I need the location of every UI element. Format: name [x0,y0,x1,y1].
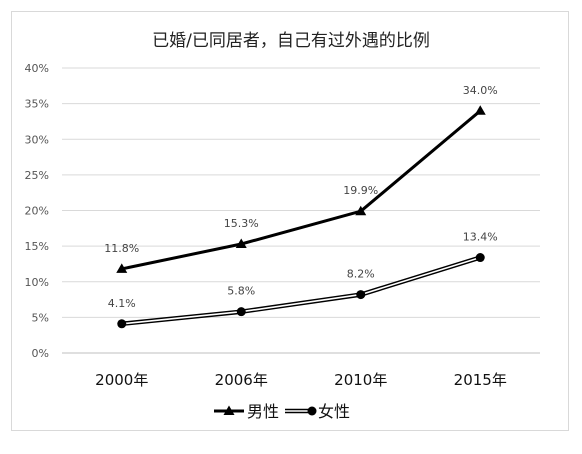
data-point-circle [236,307,246,317]
legend-item-female: 女性 [285,402,350,421]
data-label: 15.3% [224,217,259,230]
chart-frame [11,11,569,431]
y-tick-label: 35% [25,98,49,111]
y-tick-label: 30% [25,133,49,146]
series-line-inner [121,256,481,325]
y-tick-label: 0% [32,347,49,360]
series-female [117,253,485,329]
y-tick-label: 10% [25,276,49,289]
data-point-circle [475,253,485,263]
y-tick-label: 25% [25,169,49,182]
x-tick-label: 2010年 [334,371,387,389]
data-point-triangle [116,263,128,273]
data-label: 19.9% [343,184,378,197]
legend-label-male: 男性 [247,402,279,421]
legend: 男性 女性 [214,402,350,421]
data-label: 34.0% [463,84,498,97]
data-label: 8.2% [347,268,375,281]
legend-label-female: 女性 [318,402,350,421]
data-point-triangle [235,238,247,248]
series-male [116,105,486,273]
data-label: 11.8% [104,242,139,255]
y-tick-label: 5% [32,311,49,324]
y-axis-ticks: 0% 5% 10% 15% 20% 25% 30% 35% 40% [25,62,49,360]
chart-title: 已婚/已同居者，自己有过外遇的比例 [152,31,430,51]
series-line-outer [121,255,481,327]
series-line [121,109,482,271]
legend-item-male: 男性 [214,402,279,421]
data-point-circle [117,319,127,329]
data-point-triangle [474,105,486,115]
data-label: 13.4% [463,231,498,244]
x-tick-label: 2006年 [215,371,268,389]
data-label: 4.1% [108,297,136,310]
y-tick-label: 15% [25,240,49,253]
x-axis-ticks: 2000年 2006年 2010年 2015年 [95,371,507,389]
data-point-triangle [355,205,367,216]
x-tick-label: 2015年 [454,371,507,389]
series-lines [116,105,486,329]
x-tick-label: 2000年 [95,371,148,389]
legend-circle-marker-icon [307,406,317,416]
gridlines [62,67,540,354]
y-tick-label: 40% [25,62,49,75]
data-labels: 11.8% 15.3% 19.9% 34.0% 4.1% 5.8% 8.2% 13.4% [104,84,497,310]
data-point-circle [356,290,366,300]
legend-triangle-marker-icon [223,405,235,415]
y-tick-label: 20% [25,205,49,218]
data-label: 5.8% [227,285,255,298]
